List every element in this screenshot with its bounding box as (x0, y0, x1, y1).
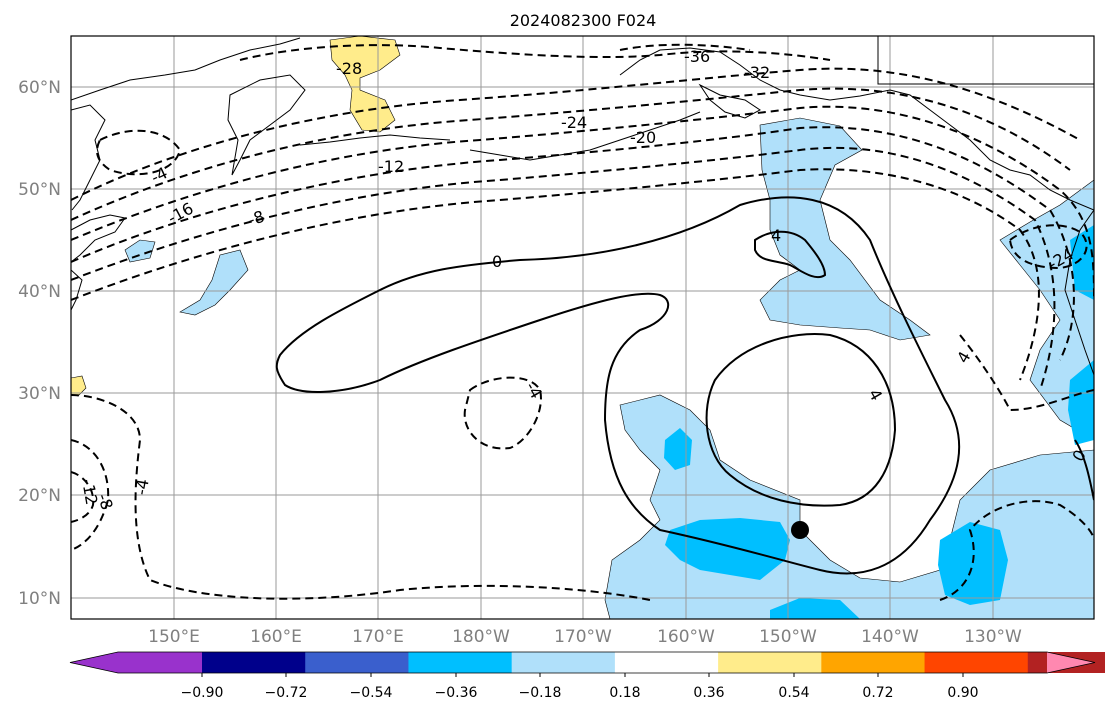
contour-label: -8 (246, 207, 267, 230)
colorbar-tick-label: −0.36 (435, 685, 478, 701)
location-marker (791, 521, 809, 539)
lat-label: 60°N (18, 78, 61, 98)
lon-label: 160°E (250, 627, 302, 647)
gridlines (71, 36, 1094, 619)
lon-label: 140°W (861, 627, 919, 647)
contour-label: -12 (378, 157, 404, 176)
lon-label: 130°W (964, 627, 1022, 647)
colorbar-tick-label: −0.54 (350, 685, 393, 701)
lat-label: 40°N (18, 282, 61, 302)
colorbar-swatch (202, 652, 306, 673)
colorbar-tick-label: 0.54 (778, 685, 809, 701)
colorbar-tick-label: 0.90 (947, 685, 978, 701)
contour-label: -36 (684, 47, 710, 66)
lon-label: 150°E (148, 627, 200, 647)
contour-label: -32 (744, 63, 770, 82)
lon-label: 170°E (352, 627, 404, 647)
lon-label: 150°W (759, 627, 817, 647)
colorbar-tick-label: 0.18 (609, 685, 640, 701)
contours-positive (275, 196, 1094, 575)
contour-label: -28 (336, 59, 362, 78)
colorbar-swatch (821, 652, 926, 673)
latitude-labels: 60°N 50°N 40°N 30°N 20°N 10°N (18, 78, 61, 609)
colorbar-tick-label: 0.36 (693, 685, 724, 701)
colorbar-tick-label: −0.72 (265, 685, 308, 701)
lat-label: 30°N (18, 384, 61, 404)
contour-label: 0 (492, 252, 502, 271)
colorbar-swatch (924, 652, 1029, 673)
map-frame (70, 35, 1095, 620)
contour-label: -4 (148, 163, 170, 187)
longitude-labels: 150°E 160°E 170°E 180°W 170°W 160°W 150°… (148, 627, 1022, 647)
colorbar-tick-label: −0.18 (519, 685, 562, 701)
lat-label: 20°N (18, 486, 61, 506)
colorbar (69, 651, 1105, 674)
contour-label: -12 (78, 477, 101, 506)
colorbar-swatch (614, 652, 719, 673)
contour-label: 4 (771, 226, 781, 245)
lon-label: 180°W (452, 627, 510, 647)
contour-label: -8 (93, 491, 116, 512)
colorbar-swatch (118, 652, 202, 673)
map-title: 2024082300 F024 (510, 11, 657, 30)
colorbar-extend-low (70, 652, 118, 673)
lon-label: 160°W (657, 627, 715, 647)
colorbar-tick-label: −0.90 (181, 685, 224, 701)
map-panel: -36 -32 -28 -24 -20 -16 -12 -8 0 4 4 4 -… (71, 36, 1094, 619)
contour-label: -20 (630, 128, 656, 147)
colorbar-swatch (718, 652, 822, 673)
colorbar-swatch (511, 652, 616, 673)
lat-label: 10°N (18, 589, 61, 609)
contour-label: -4 (131, 477, 152, 496)
colorbar-outline (69, 651, 1096, 674)
shading-deep-blue (664, 225, 1094, 619)
colorbar-ticks: −0.90 −0.72 −0.54 −0.36 −0.18 0.18 0.36 0.54 0.7… (181, 673, 979, 701)
contours-negative (71, 43, 1094, 601)
lat-label: 50°N (18, 180, 61, 200)
colorbar-swatch (408, 652, 513, 673)
colorbar-extend-high (1047, 652, 1095, 673)
colorbar-tick-label: 0.72 (862, 685, 893, 701)
contour-label: -24 (561, 113, 587, 132)
lon-label: 170°W (554, 627, 612, 647)
colorbar-swatch (305, 652, 409, 673)
